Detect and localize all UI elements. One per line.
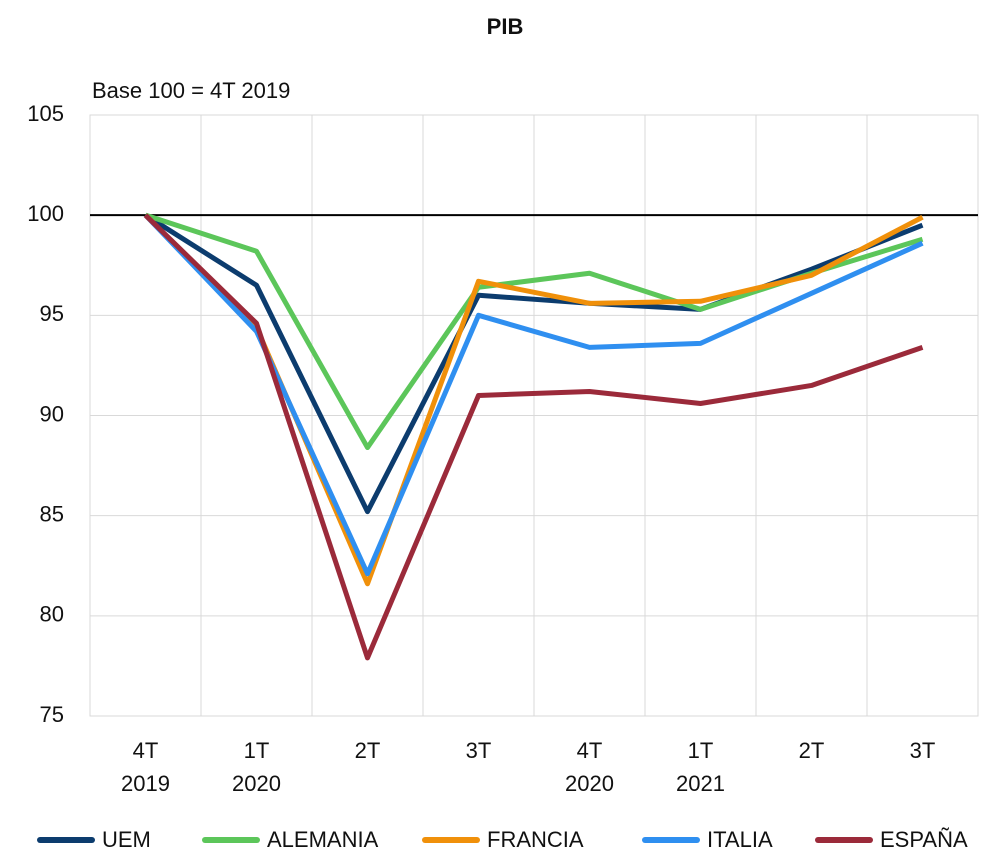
y-tick-label: 75 (40, 702, 64, 727)
x-tick-label: 2T (355, 738, 381, 763)
x-tick-label: 4T (133, 738, 159, 763)
x-tick-label: 1T (688, 738, 714, 763)
x-tick-label: 2021 (676, 771, 725, 796)
legend-label: ALEMANIA (267, 827, 379, 852)
plot-frame (89, 114, 979, 717)
x-tick-label: 2020 (565, 771, 614, 796)
chart-subtitle: Base 100 = 4T 2019 (92, 78, 290, 103)
legend-label: FRANCIA (487, 827, 584, 852)
x-tick-label: 1T (244, 738, 270, 763)
y-tick-label: 80 (40, 602, 64, 627)
y-tick-label: 95 (40, 301, 64, 326)
series-line (143, 213, 924, 661)
x-tick-label: 2T (799, 738, 825, 763)
legend-label: ESPAÑA (880, 827, 968, 852)
x-tick-label: 3T (910, 738, 936, 763)
series-line (144, 213, 924, 515)
x-tick-label: 3T (466, 738, 492, 763)
y-tick-label: 100 (27, 201, 64, 226)
y-tick-label: 105 (27, 101, 64, 126)
x-tick-label: 4T (577, 738, 603, 763)
y-tick-label: 90 (40, 401, 64, 426)
chart-title: PIB (487, 14, 524, 39)
x-tick-label: 2019 (121, 771, 170, 796)
y-tick-label: 85 (40, 501, 64, 526)
x-tick-label: 2020 (232, 771, 281, 796)
legend-label: ITALIA (707, 827, 773, 852)
legend-label: UEM (102, 827, 151, 852)
